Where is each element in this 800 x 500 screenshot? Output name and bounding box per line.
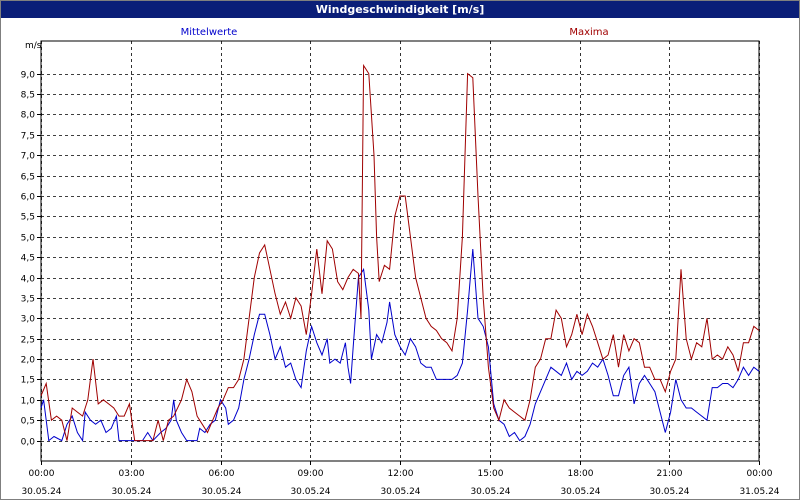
x-tick-time-label: 21:00: [657, 469, 683, 479]
y-tick-label: 3,5: [21, 295, 35, 305]
x-tick-time-label: 18:00: [568, 469, 594, 479]
y-tick-label: 7,5: [21, 132, 35, 142]
y-tick-label: 9,0: [21, 71, 36, 81]
y-axis-label: m/s: [25, 41, 42, 51]
y-tick-label: 5,0: [21, 234, 36, 244]
y-tick-label: 4,5: [21, 254, 35, 264]
plot-frame: [40, 40, 760, 462]
x-tick-time-label: 06:00: [209, 469, 235, 479]
x-tick-date-label: 30.05.24: [201, 487, 241, 497]
x-tick-time-label: 00:00: [747, 469, 773, 479]
y-tick-label: 6,0: [21, 193, 36, 203]
x-tick-date-label: 30.05.24: [470, 487, 510, 497]
x-tick-time-label: 09:00: [298, 469, 324, 479]
x-tick-date-label: 31.05.24: [739, 487, 779, 497]
x-tick-date-label: 30.05.24: [290, 487, 330, 497]
x-tick-date-label: 30.05.24: [111, 487, 151, 497]
y-tick-label: 0,0: [21, 438, 36, 448]
legend-mittelwerte: Mittelwerte: [181, 27, 238, 38]
x-tick-date-label: 30.05.24: [649, 487, 689, 497]
x-tick-time-label: 00:00: [29, 469, 55, 479]
y-tick-label: 3,0: [21, 315, 36, 325]
series-mittelwerte-line: [40, 248, 760, 443]
y-tick-label: 2,5: [21, 336, 35, 346]
x-tick-date-label: 30.05.24: [380, 487, 420, 497]
y-tick-label: 6,5: [21, 173, 35, 183]
y-tick-label: 7,0: [21, 152, 36, 162]
x-tick-time-label: 12:00: [388, 469, 414, 479]
y-tick-label: 2,0: [21, 356, 36, 366]
x-tick-time-label: 03:00: [119, 469, 145, 479]
y-tick-label: 1,0: [21, 397, 36, 407]
window-title: Windgeschwindigkeit [m/s]: [1, 1, 799, 18]
x-tick-date-label: 30.05.24: [560, 487, 600, 497]
y-tick-label: 5,5: [21, 213, 35, 223]
y-tick-label: 8,0: [21, 111, 36, 121]
y-tick-label: 0,5: [21, 417, 35, 427]
y-tick-label: 1,5: [21, 376, 35, 386]
x-tick-time-label: 15:00: [478, 469, 504, 479]
y-tick-label: 4,0: [21, 275, 36, 285]
legend-maxima: Maxima: [569, 27, 608, 38]
series-maxima-line: [40, 63, 760, 442]
x-tick-date-label: 30.05.24: [21, 487, 61, 497]
y-tick-label: 8,5: [21, 91, 35, 101]
